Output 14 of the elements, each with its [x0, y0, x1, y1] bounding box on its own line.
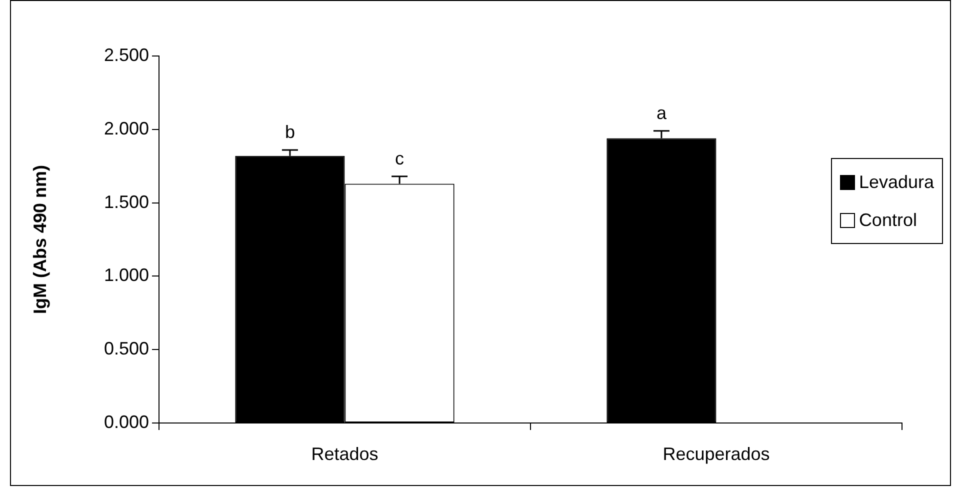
legend-label: Levadura: [858, 172, 934, 192]
x-tick-label: Retados: [311, 444, 378, 464]
data-label: c: [395, 148, 404, 168]
y-tick-label: 1.500: [104, 192, 149, 212]
y-tick-label: 1.000: [104, 265, 149, 286]
legend-label: Control: [858, 210, 917, 230]
y-axis-title: IgM (Abs 490 nm): [30, 164, 50, 314]
y-tick-label: 0.000: [104, 412, 149, 432]
y-tick-label: 2.500: [104, 44, 149, 65]
data-label: b: [284, 122, 295, 142]
y-tick-label: 0.500: [104, 338, 149, 359]
data-label: a: [656, 102, 668, 123]
y-tick-label: 2.000: [104, 118, 149, 138]
x-tick-label: Recuperados: [662, 444, 770, 464]
